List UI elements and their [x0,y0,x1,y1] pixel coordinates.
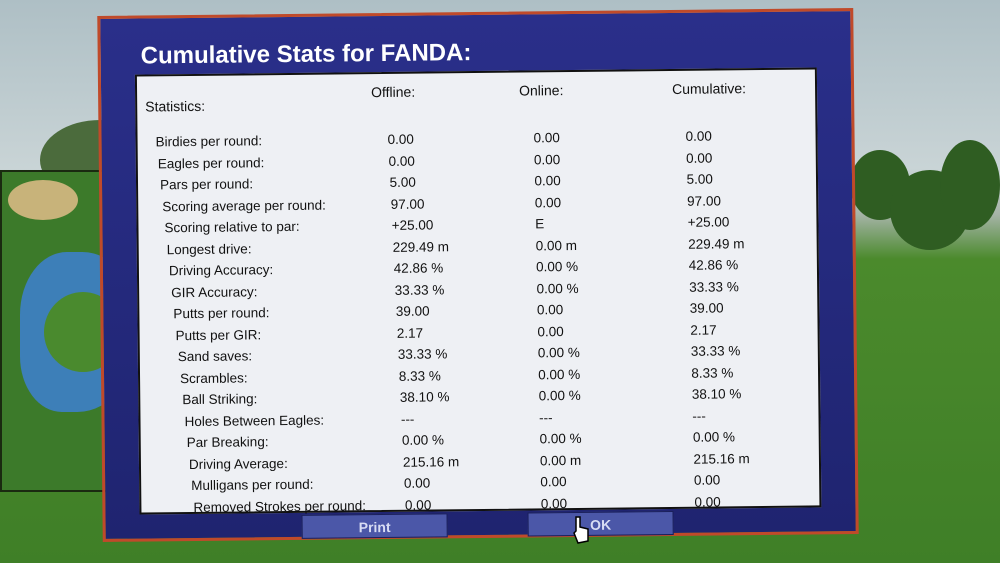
stat-offline-value: 33.33 % [394,281,445,298]
stat-offline-value: 0.00 [388,153,415,169]
stat-online-value: 0.00 [540,495,568,511]
stat-label: Driving Average: [188,455,288,472]
stat-label: GIR Accuracy: [171,283,258,300]
stat-cumulative-value: 229.49 m [688,235,745,252]
stat-online-value: E [535,216,545,232]
stat-cumulative-value: 38.10 % [691,386,742,402]
stat-label: Scoring relative to par: [164,218,300,236]
stat-online-value: 0.00 % [537,344,580,361]
stat-offline-value: 0.00 [404,497,432,513]
stat-label: Putts per GIR: [175,326,262,343]
stat-online-value: 0.00 % [538,366,581,382]
stat-cumulative-value: 33.33 % [690,343,741,359]
stat-cumulative-value: 0.00 [694,493,721,510]
header-cumulative: Cumulative: [671,80,747,97]
stat-label: Eagles per round: [157,154,265,171]
stats-dialog: Cumulative Stats for FANDA: Statistics: … [97,8,859,542]
stat-offline-value: +25.00 [391,217,434,233]
stat-online-value: 0.00 % [539,430,582,447]
stat-label: Longest drive: [166,240,252,257]
stat-offline-value: --- [400,411,415,427]
stat-label: Scoring average per round: [162,197,326,214]
stat-cumulative-value: 0.00 [693,472,721,488]
stat-offline-value: 38.10 % [399,389,450,405]
stat-online-value: 0.00 [534,194,562,210]
stat-offline-value: 0.00 % [401,432,445,448]
stat-offline-value: 2.17 [396,325,424,341]
stat-cumulative-value: 33.33 % [689,278,739,295]
stat-cumulative-value: 42.86 % [688,257,739,273]
header-online: Online: [518,82,564,99]
stat-online-value: 0.00 [537,323,564,339]
stat-offline-value: 97.00 [390,196,425,212]
stat-online-value: 0.00 [536,302,564,318]
header-offline: Offline: [370,83,416,101]
ok-button[interactable]: OK [527,510,674,537]
stat-online-value: 0.00 [534,173,561,189]
stat-online-value: 0.00 % [536,280,579,296]
stat-cumulative-value: --- [692,408,706,424]
stat-cumulative-value: 97.00 [687,192,721,209]
stat-cumulative-value: +25.00 [687,214,730,230]
stat-cumulative-value: 8.33 % [691,364,734,381]
stat-label: Birdies per round: [155,133,263,150]
stat-online-value: --- [539,409,553,425]
stat-cumulative-value: 0.00 % [692,429,736,445]
stat-cumulative-value: 39.00 [689,300,724,316]
stat-online-value: 0.00 m [539,452,582,468]
stat-cumulative-value: 5.00 [686,171,713,187]
mouse-cursor-icon [573,516,589,544]
stat-cumulative-value: 0.00 [685,128,712,144]
stat-label: Putts per round: [173,305,270,322]
stat-label: Ball Striking: [182,391,258,408]
stat-label: Driving Accuracy: [168,262,274,279]
stat-label: Removed Strokes per round: [193,497,367,515]
stats-table: Birdies per round: 0.00 0.00 0.00 Eagles per… [137,69,815,515]
stat-offline-value: 0.00 [387,131,414,147]
stat-offline-value: 229.49 m [392,238,450,255]
stat-label: Holes Between Eagles: [184,412,325,429]
stat-cumulative-value: 2.17 [690,322,717,338]
print-button[interactable]: Print [301,513,448,539]
stat-label: Pars per round: [159,176,254,193]
map-bunker [8,180,78,220]
stat-label: Scrambles: [179,369,248,386]
stat-label: Par Breaking: [186,434,269,451]
stat-cumulative-value: 215.16 m [693,450,750,467]
background-tree [940,140,1000,230]
stats-panel: Statistics: Offline: Online: Cumulative:… [134,67,822,515]
stat-offline-value: 8.33 % [398,367,441,384]
stat-offline-value: 5.00 [389,174,416,190]
stat-online-value: 0.00 [533,130,560,146]
stat-online-value: 0.00 % [536,258,579,275]
stat-online-value: 0.00 % [538,387,581,404]
stat-online-value: 0.00 [540,474,567,490]
stat-offline-value: 215.16 m [402,453,460,470]
stat-online-value: 0.00 m [535,237,578,253]
stat-offline-value: 0.00 [403,475,431,491]
stat-cumulative-value: 0.00 [686,150,713,166]
stat-online-value: 0.00 [533,151,561,167]
stat-offline-value: 42.86 % [393,260,444,276]
dialog-title: Cumulative Stats for FANDA: [140,39,472,70]
stat-label: Mulligans per round: [191,476,314,494]
stat-offline-value: 39.00 [395,303,430,319]
stat-offline-value: 33.33 % [397,346,448,362]
header-statistics: Statistics: [145,97,206,115]
stat-label: Sand saves: [177,348,253,365]
